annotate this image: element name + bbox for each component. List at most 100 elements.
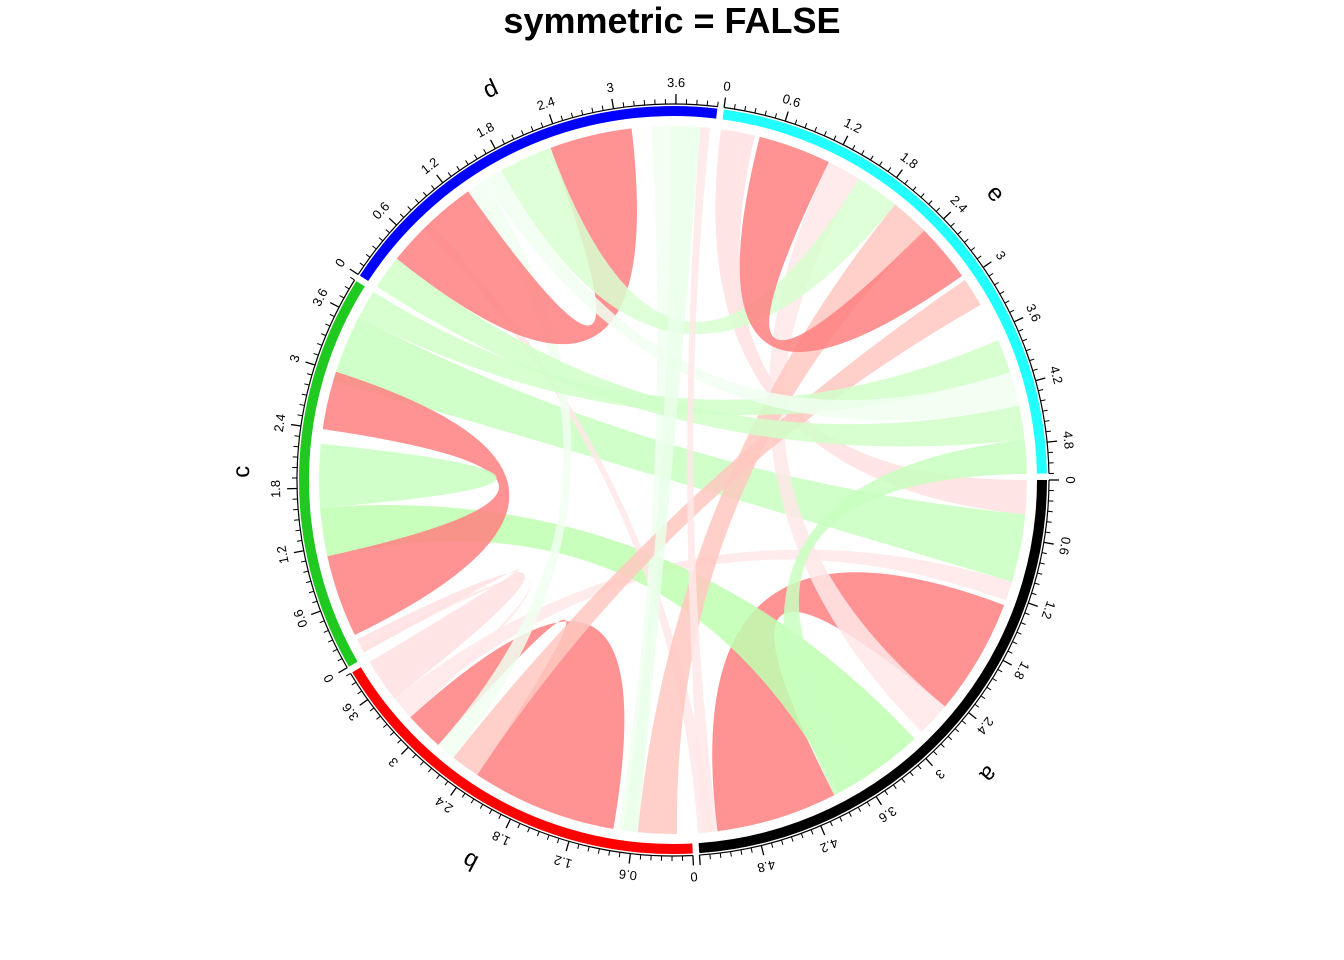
minor-tick-b	[517, 823, 521, 829]
minor-tick-a	[974, 703, 980, 708]
minor-tick-e	[1029, 358, 1035, 362]
major-tick-e	[842, 135, 849, 146]
minor-tick-a	[866, 801, 871, 807]
minor-tick-e	[935, 207, 941, 212]
major-tick-b	[628, 853, 631, 864]
sector-label-d: d	[479, 74, 503, 104]
minor-tick-b	[618, 852, 621, 858]
minor-tick-b	[436, 774, 441, 780]
minor-tick-e	[852, 144, 856, 150]
minor-tick-a	[909, 771, 914, 777]
minor-tick-e	[912, 186, 917, 191]
minor-tick-a	[781, 839, 784, 845]
link-d-a-22	[687, 127, 718, 833]
major-tick-e	[895, 169, 903, 179]
minor-tick-b	[556, 838, 560, 844]
minor-tick-e	[999, 291, 1005, 295]
minor-tick-e	[976, 255, 982, 260]
major-tick-b	[359, 699, 369, 706]
minor-tick-c	[313, 352, 319, 356]
minor-tick-d	[483, 149, 487, 154]
tick-label-a: 0	[1063, 476, 1078, 483]
tick-label-a: 4.2	[818, 835, 841, 856]
major-tick-e	[943, 211, 952, 220]
link-c-c-15	[318, 443, 497, 508]
link-d-b-21	[623, 126, 701, 833]
tick-label-a: 4.8	[756, 857, 777, 876]
minor-tick-c	[327, 639, 333, 643]
minor-tick-c	[325, 323, 331, 327]
minor-tick-e	[928, 200, 933, 205]
minor-tick-a	[954, 728, 960, 733]
link-e-e-23	[739, 136, 963, 352]
minor-tick-c	[296, 539, 302, 542]
minor-tick-d	[717, 101, 719, 107]
link-a-b-2	[394, 549, 1013, 714]
major-tick-a	[820, 825, 826, 836]
minor-tick-c	[344, 285, 350, 290]
minor-tick-d	[465, 160, 469, 165]
minor-tick-e	[994, 281, 999, 286]
minor-tick-e	[774, 113, 778, 119]
tick-label-e: 3.6	[1023, 301, 1044, 324]
minor-tick-a	[986, 686, 992, 691]
minor-tick-b	[376, 715, 381, 720]
minor-tick-c	[303, 570, 309, 573]
tick-label-c: 0	[320, 672, 337, 686]
minor-tick-d	[521, 130, 524, 136]
major-tick-d	[388, 217, 398, 226]
tick-label-d: 1.2	[418, 154, 441, 177]
minor-tick-a	[901, 778, 906, 783]
major-tick-b	[400, 746, 409, 755]
tick-label-d: 3.6	[667, 75, 685, 90]
major-tick-e	[723, 97, 727, 108]
minor-tick-b	[369, 707, 375, 712]
major-tick-d	[436, 174, 444, 184]
tick-label-e: 0	[722, 78, 731, 94]
minor-tick-e	[804, 123, 808, 129]
major-tick-c	[290, 423, 301, 427]
link-b-d-8	[618, 126, 671, 832]
minor-tick-c	[295, 529, 301, 532]
major-tick-d	[349, 268, 359, 276]
minor-tick-a	[1016, 631, 1022, 635]
major-tick-b	[450, 786, 457, 796]
minor-tick-e	[1022, 338, 1028, 342]
major-tick-a	[1028, 602, 1038, 607]
minor-tick-a	[790, 836, 794, 842]
minor-tick-d	[385, 229, 390, 234]
tick-label-c: 1.8	[268, 480, 283, 498]
minor-tick-a	[800, 833, 804, 839]
tick-label-c: 1.2	[274, 545, 292, 566]
major-tick-c	[329, 302, 340, 308]
minor-tick-b	[397, 739, 402, 744]
tick-label-a: 2.4	[974, 714, 997, 737]
major-tick-d	[611, 98, 615, 109]
axis-line-a	[699, 479, 1050, 856]
minor-tick-e	[904, 179, 909, 185]
major-tick-a	[925, 757, 933, 767]
major-tick-e	[982, 261, 992, 268]
minor-tick-c	[307, 373, 313, 376]
tick-label-c: 2.4	[271, 413, 288, 433]
link-a-a-3	[712, 572, 1005, 832]
minor-tick-b	[427, 767, 432, 773]
minor-tick-b	[351, 681, 357, 686]
link-b-e-7	[637, 204, 925, 835]
minor-tick-c	[301, 393, 307, 396]
minor-tick-e	[794, 119, 798, 125]
minor-tick-d	[530, 126, 534, 132]
minor-tick-e	[814, 126, 818, 132]
link-b-e-10	[453, 279, 981, 775]
minor-tick-c	[337, 658, 343, 662]
minor-tick-d	[622, 102, 625, 108]
minor-tick-c	[332, 648, 338, 653]
tick-label-a: 3	[933, 766, 948, 782]
major-tick-a	[968, 712, 977, 720]
minor-tick-b	[527, 827, 530, 833]
minor-tick-a	[980, 695, 986, 700]
minor-tick-a	[810, 829, 814, 835]
tick-label-b: 3.6	[339, 700, 362, 723]
major-tick-e	[1047, 440, 1058, 443]
minor-tick-e	[1018, 328, 1024, 332]
